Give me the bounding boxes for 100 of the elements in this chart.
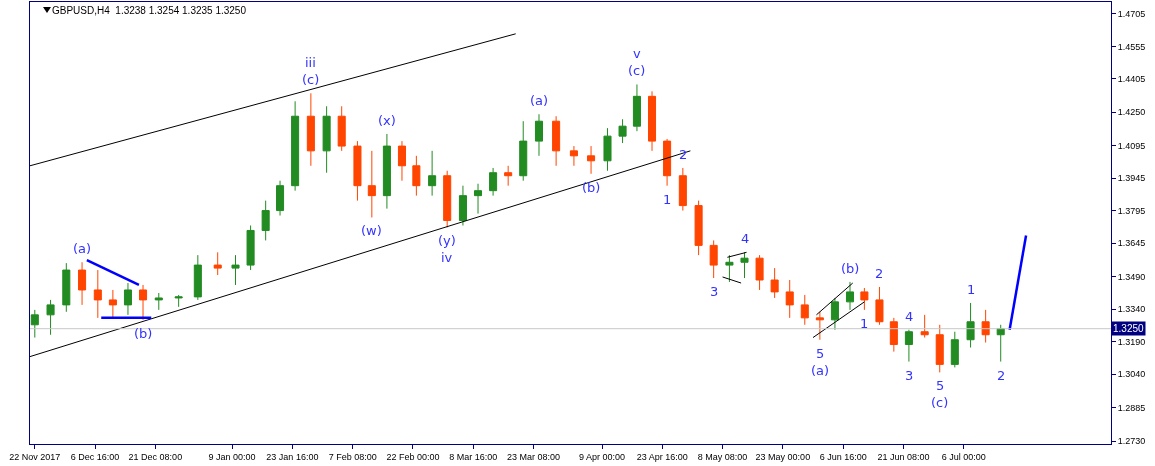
candlestick: [382, 133, 391, 210]
candlestick: [981, 309, 990, 344]
candlestick: [587, 145, 596, 175]
annotation: (b): [582, 180, 601, 195]
y-tick-label: 1.3945: [1117, 173, 1146, 184]
candlestick: [663, 138, 672, 187]
x-tick-label: 23 Mar 08:00: [506, 451, 561, 462]
annotation: (a): [73, 241, 92, 256]
candlestick: [412, 155, 421, 197]
annotation: 2: [875, 266, 884, 281]
candlestick: [966, 302, 975, 349]
candlestick: [935, 324, 944, 373]
x-tick-label: 21 Dec 08:00: [128, 451, 183, 462]
y-tick-label: 1.3190: [1117, 336, 1146, 347]
y-tick-label: 1.3645: [1117, 238, 1146, 249]
annotation: (a): [530, 93, 549, 108]
annotation: 3: [710, 284, 719, 299]
candlestick: [78, 261, 87, 306]
candlestick: [725, 254, 734, 283]
candlestick: [246, 224, 255, 271]
candlestick: [93, 269, 102, 319]
annotation: (c): [931, 395, 949, 410]
candlestick: [815, 311, 824, 341]
candlestick: [740, 251, 749, 279]
candlestick: [800, 294, 809, 326]
y-tick-label: 1.2885: [1117, 402, 1146, 413]
candlestick: [367, 150, 376, 218]
x-tick-label: 22 Feb 00:00: [386, 451, 440, 462]
candlestick: [755, 254, 764, 291]
candlestick: [154, 292, 163, 311]
x-tick-label: 6 Dec 16:00: [70, 451, 120, 462]
candlestick: [770, 267, 779, 299]
candlestick: [213, 251, 222, 276]
candlestick: [337, 105, 346, 152]
x-tick-label: 23 Jan 16:00: [266, 451, 319, 462]
candlestick: [46, 299, 55, 336]
candlestick: [785, 279, 794, 319]
x-tick-label: 6 Jun 16:00: [819, 451, 867, 462]
candlestick: [123, 282, 132, 316]
annotation: (y): [438, 233, 456, 248]
x-tick-label: 6 Jul 00:00: [941, 451, 986, 462]
candlestick: [30, 309, 39, 339]
candlestick: [231, 254, 240, 286]
candlestick: [276, 180, 285, 217]
candlestick: [428, 150, 437, 197]
y-tick-label: 1.4405: [1117, 73, 1146, 84]
x-tick-label: 23 May 00:00: [755, 451, 811, 462]
candlestick: [830, 297, 839, 331]
candlestick: [458, 185, 467, 226]
candlestick: [632, 83, 641, 132]
annotation: (w): [361, 223, 382, 238]
candlestick: [291, 100, 300, 192]
chart-title: GBPUSD,H4 1.3238 1.3254 1.3235 1.3250: [51, 4, 247, 16]
candlestick: [489, 167, 498, 197]
candlestick: [306, 92, 315, 167]
annotation: (c): [302, 72, 320, 87]
annotation: iv: [441, 250, 453, 265]
annotation: (c): [628, 63, 646, 78]
candlestick: [618, 118, 627, 144]
x-tick-label: 8 May 08:00: [697, 451, 748, 462]
candlestick: [519, 120, 528, 182]
candlestick: [552, 115, 561, 167]
x-tick-label: 9 Apr 00:00: [578, 451, 626, 462]
candlestick: [603, 127, 612, 172]
candlestick: [920, 314, 929, 339]
candlestick: [261, 200, 270, 241]
annotation: 1: [967, 282, 976, 297]
annotation: 1: [860, 316, 869, 331]
x-tick-label: 8 Mar 16:00: [449, 451, 498, 462]
candlestick: [139, 284, 148, 321]
candlestick: [996, 324, 1005, 363]
y-tick-label: 1.3040: [1117, 369, 1146, 380]
candlestick: [322, 105, 331, 174]
annotation: (a): [811, 363, 830, 378]
annotation: 1: [663, 192, 672, 207]
candlestick: [108, 289, 117, 319]
annotation: iii: [305, 55, 316, 70]
annotation: 3: [905, 368, 914, 383]
x-tick-label: 21 Jun 08:00: [877, 451, 930, 462]
annotation: v: [633, 46, 641, 61]
candlestick: [904, 329, 913, 363]
candlestick: [569, 145, 578, 167]
annotation: (b): [841, 261, 860, 276]
candlestick: [845, 281, 855, 311]
candlestick: [875, 286, 884, 326]
y-tick-label: 1.4705: [1117, 9, 1146, 20]
y-tick-label: 1.4250: [1117, 107, 1146, 118]
annotation: (b): [134, 326, 153, 341]
x-tick-label: 9 Jan 00:00: [208, 451, 256, 462]
annotation: 5: [936, 378, 945, 393]
annotation: 4: [905, 309, 914, 324]
candlestick: [443, 170, 452, 228]
annotation: (x): [378, 113, 396, 128]
candlestick: [174, 294, 183, 308]
y-tick-label: 1.3490: [1117, 271, 1146, 282]
candlestick: [193, 254, 202, 301]
candlestick: [473, 183, 483, 215]
y-tick-label: 1.3795: [1117, 205, 1146, 216]
x-tick-label: 23 Apr 16:00: [636, 451, 688, 462]
candlestick: [694, 200, 703, 256]
